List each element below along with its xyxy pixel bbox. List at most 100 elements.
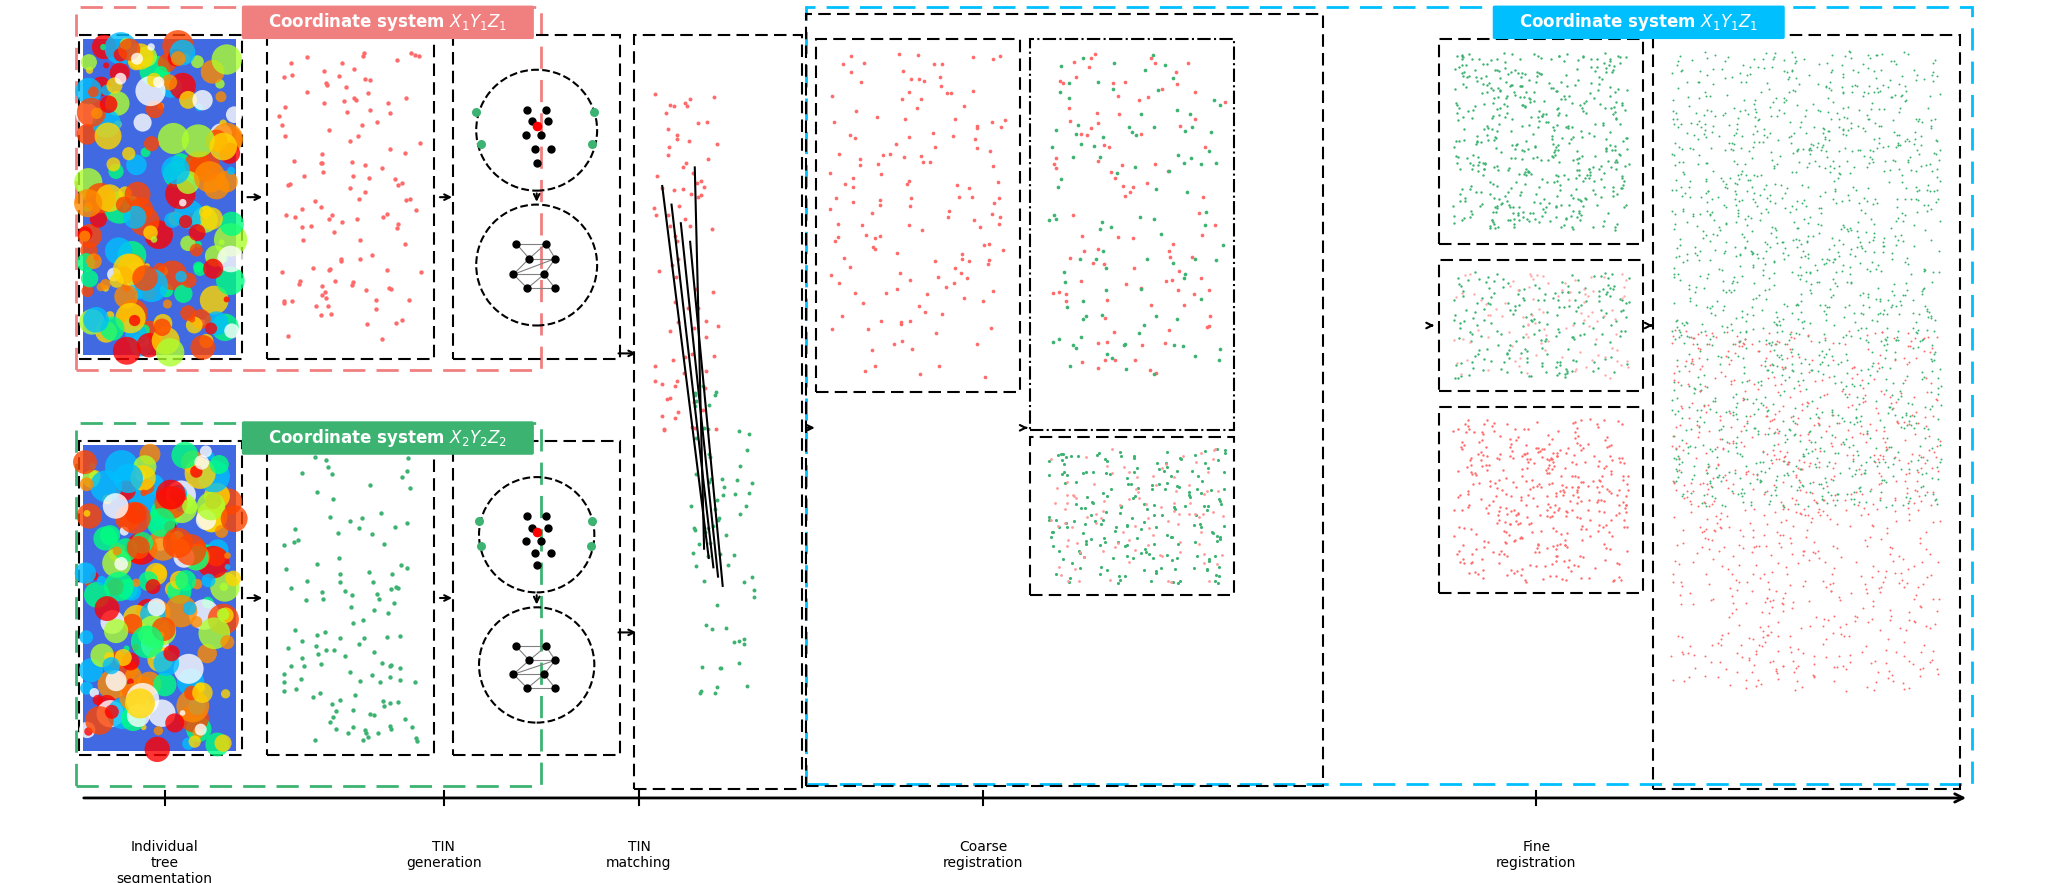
Point	[1716, 436, 1749, 450]
Point	[1516, 473, 1548, 487]
Point	[1505, 532, 1538, 546]
Point	[1440, 290, 1473, 304]
Point	[1075, 256, 1108, 270]
Point	[1855, 344, 1888, 358]
Point	[1737, 540, 1769, 555]
Point	[1774, 135, 1806, 149]
Point	[1825, 411, 1858, 426]
Point	[383, 673, 416, 687]
Point	[1087, 245, 1120, 259]
Point	[1737, 396, 1769, 410]
Point	[395, 46, 428, 60]
Point	[1718, 192, 1751, 206]
Point	[1712, 520, 1745, 534]
Point	[1667, 168, 1700, 182]
Point	[1898, 163, 1931, 177]
Point	[1882, 210, 1915, 224]
Point	[1876, 498, 1909, 512]
Circle shape	[111, 274, 123, 288]
Point	[1061, 497, 1094, 511]
Circle shape	[100, 44, 106, 50]
Point	[684, 686, 717, 700]
Point	[1702, 516, 1735, 530]
Point	[1587, 215, 1620, 229]
Point	[1075, 509, 1108, 523]
Point	[1903, 662, 1935, 676]
Point	[1593, 449, 1626, 463]
Point	[1802, 544, 1835, 558]
Point	[1884, 566, 1917, 580]
Point	[1548, 533, 1581, 547]
Circle shape	[131, 644, 139, 651]
Point	[1720, 440, 1753, 454]
Point	[1784, 462, 1817, 476]
Point	[1462, 158, 1495, 172]
Point	[1833, 193, 1866, 208]
Point	[1901, 416, 1933, 430]
Point	[1880, 238, 1913, 252]
Point	[1898, 592, 1931, 606]
Point	[1462, 163, 1495, 177]
Point	[1550, 364, 1583, 378]
Point	[1901, 143, 1933, 157]
Point	[1874, 73, 1907, 87]
Point	[1667, 478, 1700, 492]
Point	[1567, 149, 1599, 163]
Circle shape	[115, 284, 137, 308]
Point	[1737, 308, 1769, 322]
Circle shape	[131, 465, 156, 491]
Circle shape	[84, 582, 111, 608]
Point	[1657, 267, 1690, 281]
Point	[1092, 562, 1124, 577]
Point	[1657, 329, 1690, 343]
Point	[1042, 560, 1075, 574]
Point	[1446, 503, 1479, 517]
Circle shape	[131, 53, 143, 64]
Point	[1782, 298, 1815, 312]
Point	[1194, 309, 1227, 323]
Point	[1507, 144, 1540, 158]
Point	[1786, 478, 1819, 492]
Point	[1796, 334, 1829, 348]
Point	[1483, 513, 1516, 527]
Point	[1149, 274, 1182, 288]
Point	[1769, 200, 1802, 215]
Point	[1716, 337, 1749, 351]
Point	[1546, 488, 1579, 502]
Point	[1675, 356, 1708, 370]
Point	[1806, 366, 1839, 381]
Point	[1898, 315, 1931, 329]
Point	[1784, 507, 1817, 521]
Circle shape	[180, 306, 197, 321]
Point	[1921, 464, 1954, 479]
Point	[401, 734, 434, 748]
Point	[1587, 537, 1620, 551]
Point	[1804, 441, 1837, 455]
Point	[864, 314, 897, 328]
Circle shape	[92, 109, 121, 138]
Circle shape	[74, 189, 102, 217]
Point	[1907, 365, 1939, 379]
Point	[287, 233, 319, 247]
Point	[1049, 287, 1081, 301]
Point	[1741, 251, 1774, 265]
Point	[1923, 153, 1956, 167]
Point	[1827, 220, 1860, 234]
Point	[1767, 91, 1800, 105]
Point	[1112, 465, 1145, 479]
Point	[1866, 325, 1898, 339]
Point	[397, 48, 430, 62]
Point	[1866, 264, 1898, 278]
Point	[1706, 174, 1739, 188]
Point	[1198, 93, 1231, 107]
Point	[1913, 547, 1946, 561]
Circle shape	[113, 253, 145, 285]
Circle shape	[154, 263, 166, 275]
Circle shape	[106, 311, 115, 320]
Bar	[266, 35, 434, 359]
Bar	[635, 35, 801, 789]
Point	[1911, 570, 1944, 585]
Point	[1737, 180, 1769, 194]
Point	[1507, 167, 1540, 181]
Point	[1591, 440, 1624, 454]
